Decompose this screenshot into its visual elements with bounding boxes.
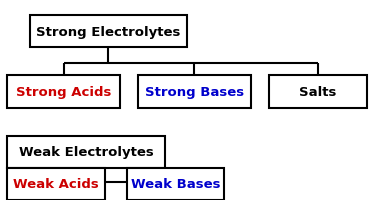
Text: Strong Electrolytes: Strong Electrolytes	[36, 26, 181, 38]
FancyBboxPatch shape	[269, 76, 367, 108]
FancyBboxPatch shape	[127, 168, 224, 200]
FancyBboxPatch shape	[7, 136, 165, 168]
Text: Salts: Salts	[299, 86, 337, 98]
Text: Weak Bases: Weak Bases	[131, 178, 221, 190]
Text: Weak Acids: Weak Acids	[13, 178, 99, 190]
FancyBboxPatch shape	[30, 16, 187, 48]
FancyBboxPatch shape	[7, 168, 105, 200]
FancyBboxPatch shape	[138, 76, 251, 108]
Text: Strong Bases: Strong Bases	[145, 86, 244, 98]
FancyBboxPatch shape	[7, 76, 120, 108]
Text: Strong Acids: Strong Acids	[16, 86, 111, 98]
Text: Weak Electrolytes: Weak Electrolytes	[19, 146, 153, 158]
